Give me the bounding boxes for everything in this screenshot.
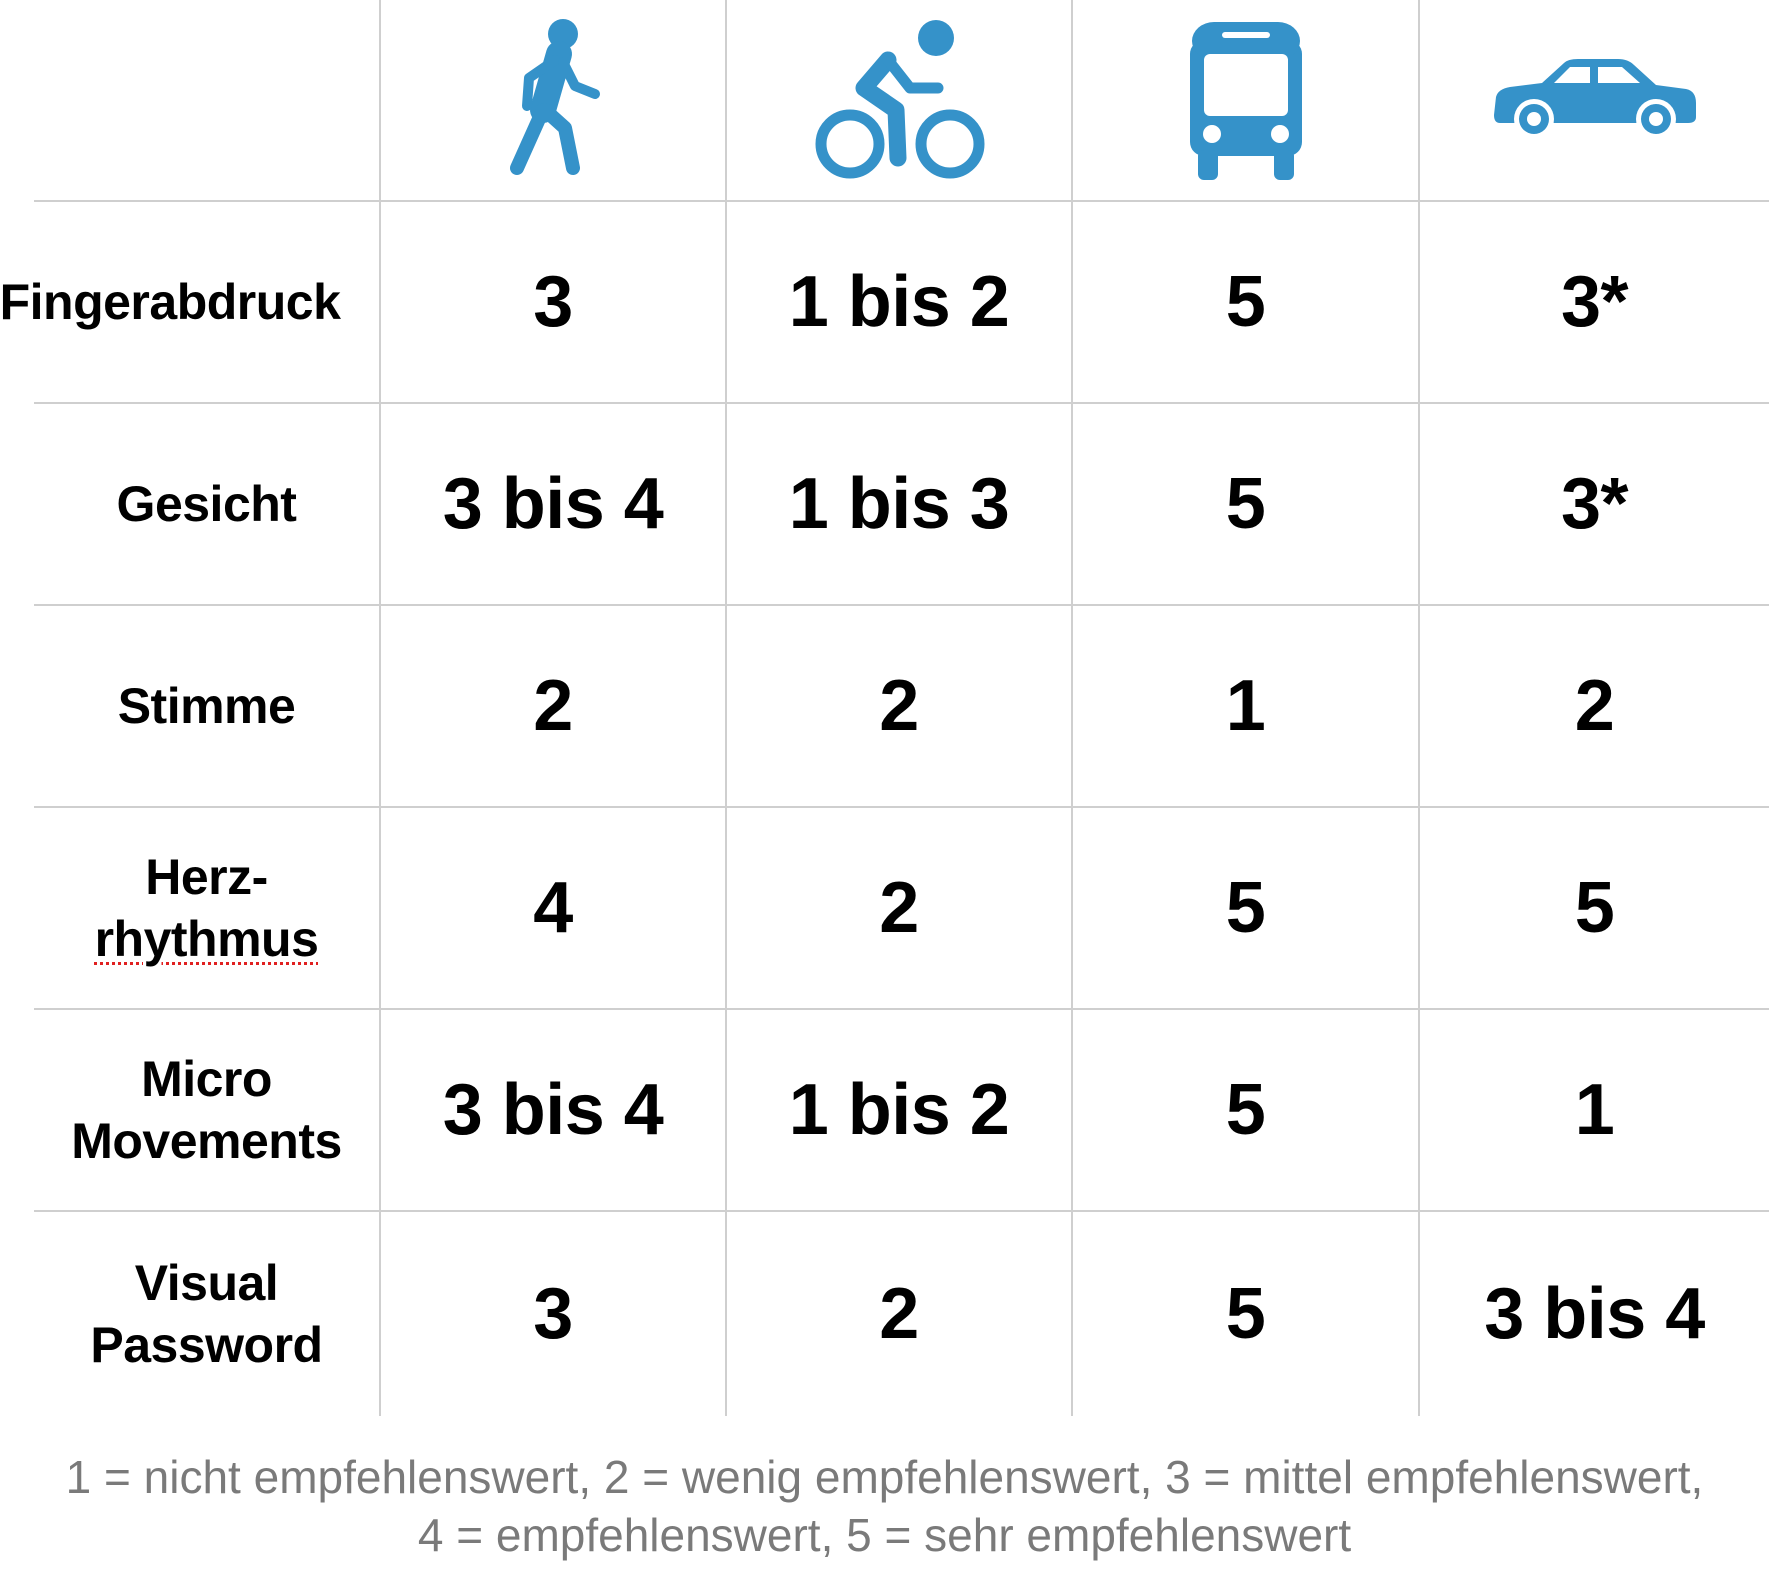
cell-stimme-car: 2 bbox=[1574, 666, 1615, 746]
cell-micro-movements-car: 1 bbox=[1574, 1070, 1615, 1150]
row-label-line: Password bbox=[90, 1317, 323, 1373]
legend-line: 1 = nicht empfehlenswert, 2 = wenig empf… bbox=[65, 1451, 1704, 1503]
cell-visual-password-walking: 3 bbox=[533, 1274, 573, 1354]
rating-table: Fingerabdruck 3 1 bis 2 5 3* Gesicht 3 b… bbox=[0, 0, 1769, 1416]
cell-micro-movements-walking: 3 bis 4 bbox=[442, 1070, 664, 1150]
row-label-line: Micro bbox=[141, 1051, 272, 1107]
cell-visual-password-car: 3 bis 4 bbox=[1484, 1274, 1705, 1354]
row-label-fingerabdruck: Fingerabdruck bbox=[0, 274, 341, 330]
row-label-line: Herz- bbox=[145, 849, 268, 905]
row-label-line: rhythmus bbox=[94, 911, 319, 967]
row-label-gesicht: Gesicht bbox=[116, 476, 297, 532]
cell-herzrhythmus-car: 5 bbox=[1574, 868, 1615, 948]
column-divider bbox=[1418, 0, 1420, 1416]
row-divider bbox=[34, 200, 1769, 202]
column-divider bbox=[379, 0, 381, 1416]
column-divider bbox=[725, 0, 727, 1416]
cell-micro-movements-bus: 5 bbox=[1225, 1070, 1266, 1150]
cell-gesicht-cycling: 1 bis 3 bbox=[788, 464, 1010, 544]
column-divider bbox=[1071, 0, 1073, 1416]
cell-fingerabdruck-bus: 5 bbox=[1225, 262, 1266, 342]
cyclist-icon bbox=[727, 0, 1071, 200]
row-label-stimme: Stimme bbox=[117, 678, 296, 734]
row-label-line: Movements bbox=[71, 1113, 342, 1169]
walking-person-icon bbox=[381, 0, 725, 200]
cell-herzrhythmus-bus: 5 bbox=[1225, 868, 1266, 948]
cell-fingerabdruck-cycling: 1 bis 2 bbox=[788, 262, 1010, 342]
cell-herzrhythmus-walking: 4 bbox=[533, 868, 573, 948]
row-divider bbox=[34, 1008, 1769, 1010]
cell-stimme-cycling: 2 bbox=[879, 666, 919, 746]
cell-gesicht-bus: 5 bbox=[1225, 464, 1266, 544]
cell-visual-password-cycling: 2 bbox=[879, 1274, 919, 1354]
car-icon bbox=[1420, 0, 1769, 200]
row-divider bbox=[34, 604, 1769, 606]
cell-stimme-walking: 2 bbox=[533, 666, 573, 746]
row-divider bbox=[34, 402, 1769, 404]
cell-fingerabdruck-car: 3* bbox=[1560, 262, 1629, 342]
cell-gesicht-walking: 3 bis 4 bbox=[442, 464, 664, 544]
row-divider bbox=[34, 806, 1769, 808]
row-divider bbox=[34, 1210, 1769, 1212]
cell-fingerabdruck-walking: 3 bbox=[533, 262, 573, 342]
rating-legend: 1 = nicht empfehlenswert, 2 = wenig empf… bbox=[0, 1448, 1769, 1564]
row-label-line: Visual bbox=[134, 1255, 279, 1311]
row-label-micro-movements: Micro Movements bbox=[34, 1010, 379, 1210]
cell-herzrhythmus-cycling: 2 bbox=[879, 868, 919, 948]
row-label-herzrhythmus: Herz- rhythmus bbox=[34, 808, 379, 1008]
cell-stimme-bus: 1 bbox=[1225, 666, 1266, 746]
cell-visual-password-bus: 5 bbox=[1225, 1274, 1266, 1354]
cell-gesicht-car: 3* bbox=[1560, 464, 1629, 544]
row-label-visual-password: Visual Password bbox=[34, 1212, 379, 1416]
cell-micro-movements-cycling: 1 bis 2 bbox=[788, 1070, 1010, 1150]
bus-icon bbox=[1073, 0, 1418, 200]
legend-line: 4 = empfehlenswert, 5 = sehr empfehlensw… bbox=[417, 1509, 1352, 1561]
